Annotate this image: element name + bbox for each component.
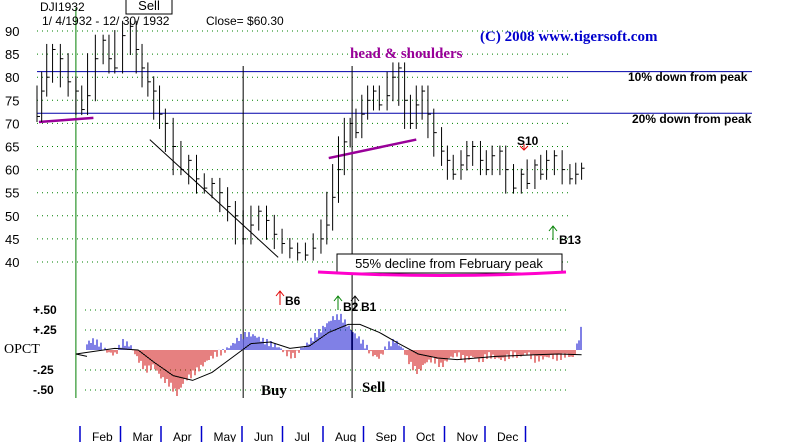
oscillator-moving-average: [75, 323, 582, 381]
oscillator-label: OPCT: [4, 342, 40, 357]
price-tick-label: 75: [5, 93, 19, 108]
decline-box: [336, 253, 563, 274]
signal-label: B13: [559, 233, 581, 247]
oscillator-tick-label: +.25: [33, 323, 57, 337]
signal-arrow: [350, 295, 360, 310]
signal-label: B6: [285, 294, 301, 308]
price-tick-label: 40: [5, 255, 19, 270]
reference-lines: [37, 71, 752, 114]
price-tick-label: 55: [5, 186, 19, 201]
signal-label: S10: [517, 134, 539, 148]
signal-arrow: [548, 225, 558, 240]
price-gridlines: [37, 30, 570, 263]
signal-arrow: [519, 144, 529, 151]
close-price: Close= $60.30: [206, 14, 284, 28]
signal-arrow: [275, 290, 285, 305]
price-tick-label: 65: [5, 140, 19, 155]
price-tick-label: 45: [5, 232, 19, 247]
month-label: Feb: [92, 430, 113, 442]
trendline: [38, 116, 94, 124]
oscillator-tick-label: +.50: [33, 303, 57, 317]
month-label: Apr: [173, 430, 192, 442]
copyright-text: (C) 2008 www.tigersoft.com: [480, 29, 658, 45]
price-tick-label: 70: [5, 116, 19, 131]
price-tick-label: 80: [5, 70, 19, 85]
trendlines: [38, 116, 417, 258]
month-label: Oct: [416, 430, 435, 442]
trendline: [149, 139, 279, 258]
decline-box-label: 55% decline from February peak: [355, 256, 543, 271]
month-label: Mar: [133, 430, 154, 442]
oscillator-tick-label: -.25: [33, 363, 54, 377]
month-label: Sep: [376, 430, 398, 442]
buy-label: Buy: [261, 383, 287, 399]
signal-arrow: [333, 295, 343, 310]
month-label: Dec: [497, 430, 518, 442]
oscillator-axis: +.50 +.25 -.25 -.50: [33, 303, 57, 397]
price-tick-label: 90: [5, 24, 19, 39]
price-tick-label: 85: [5, 47, 19, 62]
month-label: Jun: [254, 430, 273, 442]
twenty-percent-label: 20% down from peak: [632, 112, 752, 126]
month-label: Aug: [335, 430, 356, 442]
sell-box: [125, 0, 173, 15]
ten-percent-label: 10% down from peak: [628, 70, 748, 84]
price-tick-label: 60: [5, 163, 19, 178]
signal-label: B2: [343, 300, 359, 314]
month-axis: Feb Mar Apr May Jun Jul Aug Sep Oct Nov Dec: [79, 426, 527, 442]
signal-label: B1: [361, 300, 377, 314]
signal-markers: S10 B13 B6 B2 B1: [275, 134, 581, 314]
sell-box-label: Sell: [138, 0, 160, 13]
sell-label: Sell: [362, 380, 385, 396]
month-label: Nov: [457, 430, 478, 442]
price-bars: [36, 20, 585, 261]
price-tick-label: 50: [5, 209, 19, 224]
trendline: [328, 138, 417, 160]
ticker-label: DJI1932: [40, 0, 85, 14]
head-shoulders-label: head & shoulders: [350, 46, 463, 62]
oscillator-bars: [86, 313, 582, 396]
date-range: 1/ 4/1932 - 12/ 30/ 1932: [42, 14, 170, 28]
month-label: Jul: [295, 430, 310, 442]
month-label: May: [214, 430, 237, 442]
oscillator-tick-label: -.50: [33, 383, 54, 397]
decline-underline: [317, 270, 567, 277]
price-axis: 40 45 50 55 60 65 70 75 80 85 90: [5, 24, 19, 270]
